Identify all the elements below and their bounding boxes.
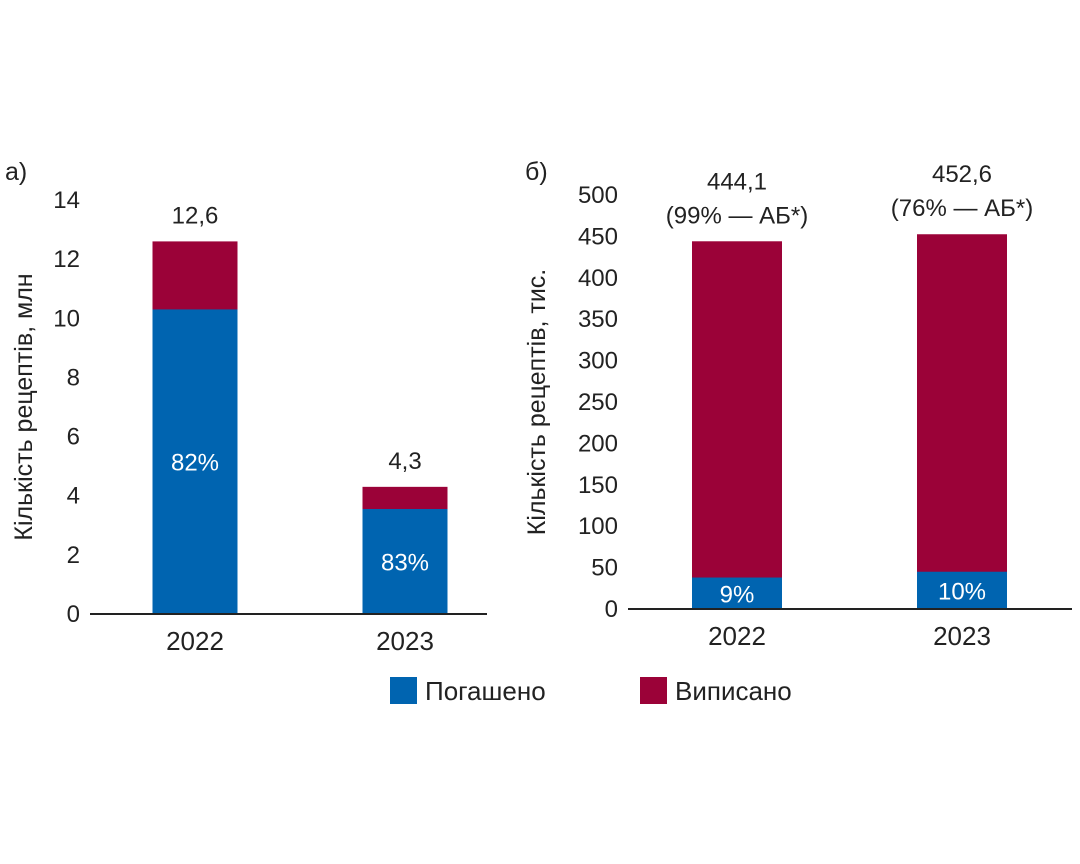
chart2-y-tick-label-10: 500	[578, 182, 618, 209]
legend-label-redeemed: Погашено	[425, 676, 546, 706]
chart2-y-tick-label-1: 50	[591, 555, 618, 582]
chart1-percent-label-2022: 82%	[171, 450, 219, 477]
chart1-y-tick-label-1: 2	[67, 542, 80, 569]
chart2-bar-redeemed-2022	[692, 577, 782, 609]
chart1-y-tick-label-3: 6	[67, 424, 80, 451]
chart1-total-label-2023: 4,3	[388, 448, 421, 475]
chart2-total-label-2023: 452,6	[932, 161, 992, 188]
chart1-y-axis-label: Кількість рецептів, млн	[10, 273, 38, 540]
chart1-y-tick-label-6: 12	[53, 246, 80, 273]
legend-label-prescribed: Виписано	[675, 676, 792, 706]
chart2-y-tick-label-6: 300	[578, 348, 618, 375]
chart1-y-tick-label-5: 10	[53, 305, 80, 332]
chart2-panel-label: б)	[525, 158, 548, 186]
chart2-total-label-2022: 444,1	[707, 168, 767, 195]
chart1-panel-label: а)	[5, 158, 27, 186]
chart2-y-axis-label: Кількість рецептів, тис.	[523, 269, 551, 535]
chart1-bar-redeemed-2023	[362, 509, 448, 614]
chart2-y-tick-label-3: 150	[578, 472, 618, 499]
chart1-x-category-label-2023: 2023	[376, 626, 434, 656]
chart2-y-tick-label-2: 100	[578, 513, 618, 540]
chart2-y-tick-label-5: 250	[578, 389, 618, 416]
chart1-x-category-label-2022: 2022	[166, 626, 224, 656]
chart1-percent-label-2023: 83%	[381, 550, 429, 577]
chart2-percent-label-2023: 10%	[938, 578, 986, 605]
chart2-percent-label-2022: 9%	[720, 581, 755, 608]
chart2-bar-prescribed-2023	[917, 234, 1007, 609]
chart1-y-tick-label-0: 0	[67, 601, 80, 628]
chart2-total-note-2023: (76% — АБ*)	[891, 195, 1033, 222]
chart2-total-note-2022: (99% — АБ*)	[666, 202, 808, 229]
chart2-y-tick-label-9: 450	[578, 223, 618, 250]
chart2-x-category-label-2023: 2023	[933, 621, 991, 651]
chart2-y-tick-label-7: 350	[578, 306, 618, 333]
chart1-y-tick-label-7: 14	[53, 187, 80, 214]
chart1-total-label-2022: 12,6	[172, 202, 219, 229]
legend-swatch-prescribed	[640, 677, 667, 704]
chart1-y-tick-label-4: 8	[67, 364, 80, 391]
chart2-y-tick-label-8: 400	[578, 265, 618, 292]
chart1-bar-redeemed-2022	[152, 309, 238, 614]
legend-swatch-redeemed	[390, 677, 417, 704]
chart1-y-tick-label-2: 4	[67, 483, 80, 510]
chart2-bar-redeemed-2023	[917, 571, 1007, 609]
chart2-y-tick-label-4: 200	[578, 430, 618, 457]
chart2-x-category-label-2022: 2022	[708, 621, 766, 651]
chart2-y-tick-label-0: 0	[605, 596, 618, 623]
chart2-bar-prescribed-2022	[692, 241, 782, 609]
